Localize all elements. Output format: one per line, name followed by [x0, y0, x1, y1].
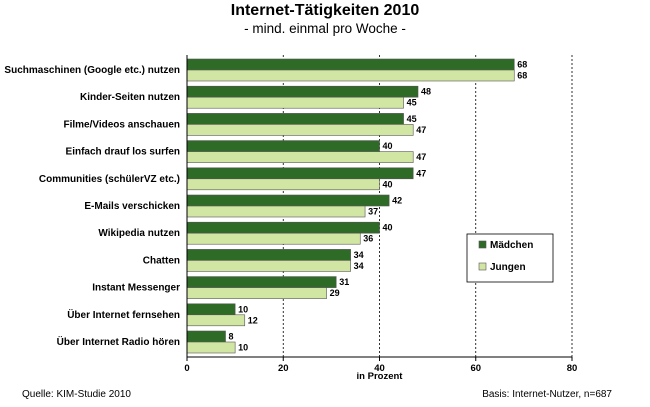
bar-maedchen-7	[186, 249, 351, 261]
value-label-maedchen-0: 68	[517, 60, 527, 70]
basis-note: Basis: Internet-Nutzer, n=687	[482, 389, 612, 400]
value-label-maedchen-1: 48	[421, 87, 431, 97]
value-label-maedchen-9: 10	[238, 304, 248, 314]
bar-jungen-7	[186, 260, 351, 272]
value-label-jungen-4: 40	[383, 179, 393, 189]
bar-maedchen-3	[186, 140, 380, 152]
bar-jungen-2	[186, 124, 414, 136]
category-label-6: Wikipedia nutzen	[98, 228, 180, 239]
legend-swatch-maedchen	[478, 240, 487, 249]
value-label-maedchen-5: 42	[392, 196, 402, 206]
value-label-jungen-1: 45	[407, 98, 417, 108]
value-label-jungen-3: 47	[416, 152, 426, 162]
bar-maedchen-4	[186, 167, 414, 180]
bar-jungen-6	[186, 232, 361, 245]
category-label-0: Suchmaschinen (Google etc.) nutzen	[4, 65, 180, 76]
chart-subtitle: - mind. einmal pro Woche -	[244, 21, 406, 36]
bar-maedchen-5	[186, 194, 390, 207]
value-label-jungen-6: 36	[363, 234, 373, 244]
value-label-maedchen-8: 31	[339, 277, 349, 287]
category-label-8: Instant Messenger	[92, 283, 180, 294]
x-axis-label: in Prozent	[357, 371, 404, 382]
value-label-maedchen-7: 34	[354, 250, 364, 260]
category-label-9: Über Internet fernsehen	[67, 308, 180, 321]
category-label-2: Filme/Videos anschauen	[63, 119, 180, 130]
bar-jungen-4	[186, 178, 380, 191]
value-label-maedchen-6: 40	[383, 223, 393, 233]
bar-jungen-0	[186, 69, 515, 82]
bar-maedchen-2	[186, 113, 404, 125]
x-tick-label-80: 80	[567, 363, 578, 374]
bar-jungen-1	[186, 96, 404, 109]
x-tick-label-0: 0	[184, 363, 189, 374]
bar-maedchen-10	[186, 330, 226, 343]
category-label-5: E-Mails verschicken	[84, 201, 180, 212]
value-label-jungen-8: 29	[330, 288, 340, 298]
bar-jungen-10	[186, 341, 236, 354]
value-label-jungen-9: 12	[248, 315, 258, 325]
legend-label-maedchen: Mädchen	[490, 240, 533, 251]
legend-label-jungen: Jungen	[490, 262, 526, 273]
x-tick-label-60: 60	[470, 363, 481, 374]
chart-title: Internet-Tätigkeiten 2010	[230, 2, 420, 19]
bar-maedchen-0	[186, 58, 515, 71]
x-tick-label-40: 40	[374, 363, 385, 374]
bar-maedchen-6	[186, 221, 380, 234]
bar-jungen-9	[186, 314, 246, 327]
value-label-jungen-2: 47	[416, 125, 426, 135]
bar-maedchen-1	[186, 85, 419, 98]
value-label-maedchen-3: 40	[383, 141, 393, 151]
category-label-4: Communities (schülerVZ etc.)	[39, 174, 180, 185]
value-label-jungen-7: 34	[354, 261, 364, 271]
bar-jungen-3	[186, 151, 414, 163]
value-label-maedchen-10: 8	[229, 332, 234, 342]
legend-swatch-jungen	[478, 262, 487, 271]
bar-jungen-8	[186, 287, 327, 299]
value-label-jungen-0: 68	[517, 71, 527, 81]
legend-box	[466, 233, 554, 283]
category-label-3: Einfach drauf los surfen	[66, 147, 180, 158]
value-label-maedchen-4: 47	[416, 168, 426, 178]
bar-maedchen-9	[186, 303, 236, 316]
source-note: Quelle: KIM-Studie 2010	[22, 389, 131, 400]
category-label-7: Chatten	[143, 255, 180, 266]
category-label-1: Kinder-Seiten nutzen	[80, 92, 180, 103]
value-label-jungen-10: 10	[238, 343, 248, 353]
value-label-maedchen-2: 45	[407, 114, 417, 124]
bar-maedchen-8	[186, 276, 337, 288]
bar-jungen-5	[186, 205, 366, 218]
x-tick-label-20: 20	[278, 363, 289, 374]
category-label-10: Über Internet Radio hören	[57, 335, 180, 348]
value-label-jungen-5: 37	[368, 207, 378, 217]
